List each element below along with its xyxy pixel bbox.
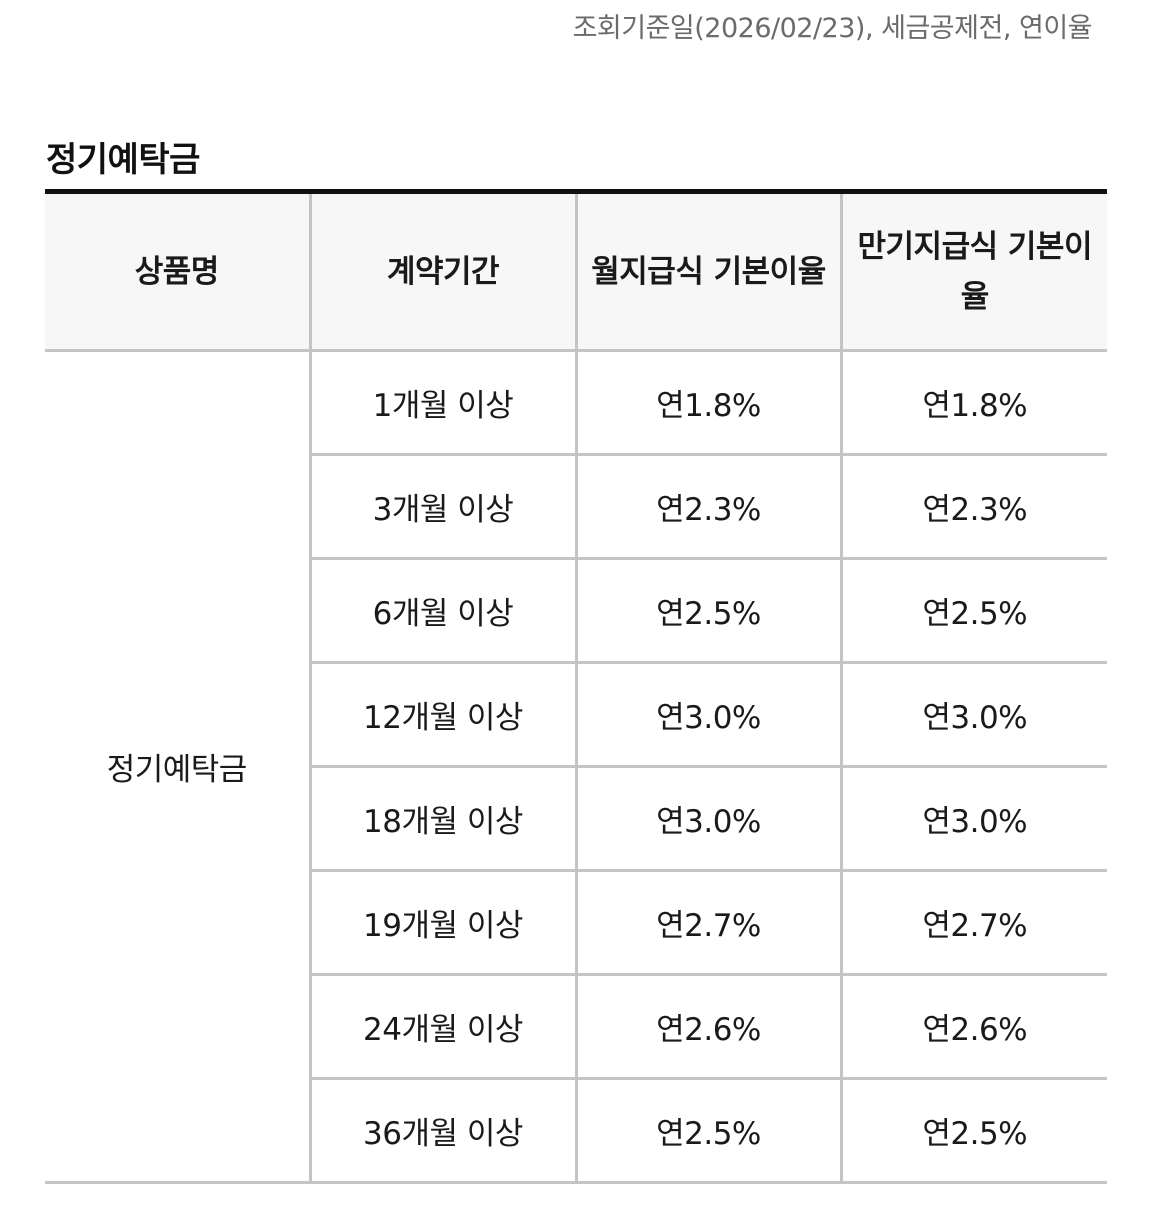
header-row: 상품명 계약기간 월지급식 기본이율 만기지급식 기본이율 (45, 191, 1107, 352)
header-monthly-payment-rate: 월지급식 기본이율 (574, 191, 841, 352)
maturity-rate-cell: 연2.5% (839, 1078, 1107, 1184)
table-body: 정기예탁금 1개월 이상 연1.8% 연1.8% 3개월 이상 연2.3% 연2… (45, 350, 1107, 1184)
period-cell: 24개월 이상 (308, 974, 576, 1080)
maturity-rate-cell: 연2.6% (839, 974, 1107, 1080)
monthly-rate-cell: 연2.7% (574, 870, 841, 976)
table-row: 18개월 이상 연3.0% 연3.0% (45, 766, 1107, 872)
maturity-rate-cell: 연3.0% (839, 766, 1107, 872)
monthly-rate-cell: 연3.0% (574, 766, 841, 872)
monthly-rate-cell: 연2.6% (574, 974, 841, 1080)
table-row: 12개월 이상 연3.0% 연3.0% (45, 662, 1107, 768)
header-contract-period: 계약기간 (308, 191, 576, 352)
table-row: 36개월 이상 연2.5% 연2.5% (45, 1078, 1107, 1184)
period-cell: 12개월 이상 (308, 662, 576, 768)
header-product-name: 상품명 (45, 191, 310, 352)
period-cell: 6개월 이상 (308, 558, 576, 664)
period-cell: 36개월 이상 (308, 1078, 576, 1184)
maturity-rate-cell: 연3.0% (839, 662, 1107, 768)
section-title: 정기예탁금 (46, 140, 200, 181)
table-row: 19개월 이상 연2.7% 연2.7% (45, 870, 1107, 976)
monthly-rate-cell: 연2.3% (574, 454, 841, 560)
period-cell: 18개월 이상 (308, 766, 576, 872)
monthly-rate-cell: 연2.5% (574, 558, 841, 664)
header-maturity-payment-rate: 만기지급식 기본이율 (839, 191, 1107, 352)
maturity-rate-cell: 연2.5% (839, 558, 1107, 664)
maturity-rate-cell: 연2.3% (839, 454, 1107, 560)
rate-basis-notice: 조회기준일(2026/02/23), 세금공제전, 연이율 (572, 13, 1093, 44)
monthly-rate-cell: 연3.0% (574, 662, 841, 768)
period-cell: 1개월 이상 (308, 350, 576, 456)
table-row: 6개월 이상 연2.5% 연2.5% (45, 558, 1107, 664)
period-cell: 3개월 이상 (308, 454, 576, 560)
product-name-cell: 정기예탁금 (45, 350, 310, 1184)
maturity-rate-cell: 연2.7% (839, 870, 1107, 976)
interest-rate-table: 상품명 계약기간 월지급식 기본이율 만기지급식 기본이율 정기예탁금 1개월 … (45, 189, 1107, 1184)
monthly-rate-cell: 연2.5% (574, 1078, 841, 1184)
period-cell: 19개월 이상 (308, 870, 576, 976)
table-row: 정기예탁금 1개월 이상 연1.8% 연1.8% (45, 350, 1107, 1184)
maturity-rate-cell: 연1.8% (839, 350, 1107, 456)
table-row: 3개월 이상 연2.3% 연2.3% (45, 454, 1107, 560)
table-header: 상품명 계약기간 월지급식 기본이율 만기지급식 기본이율 (45, 191, 1107, 352)
monthly-rate-cell: 연1.8% (574, 350, 841, 456)
table-row: 24개월 이상 연2.6% 연2.6% (45, 974, 1107, 1080)
